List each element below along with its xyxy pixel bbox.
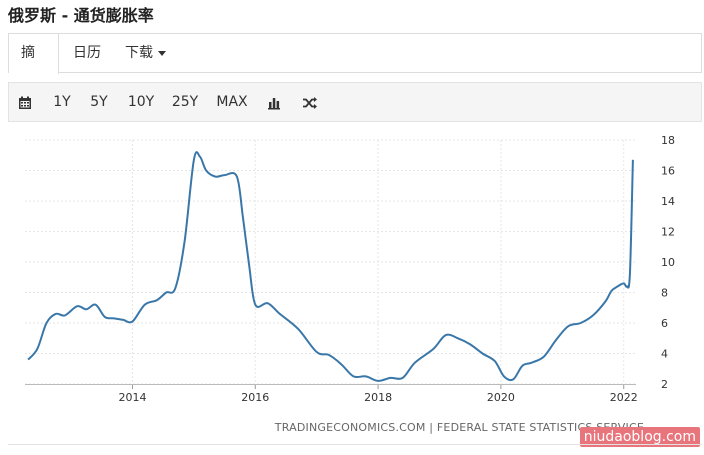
- x-tick-label: 2014: [118, 391, 146, 404]
- y-tick-label: 2: [661, 378, 668, 391]
- y-tick-label: 8: [661, 287, 668, 300]
- x-tick-label: 2020: [487, 391, 515, 404]
- range-10y-button[interactable]: 10Y: [127, 94, 155, 110]
- watermark: niudaoblog.com: [579, 427, 700, 447]
- range-1y-button[interactable]: 1Y: [53, 94, 71, 110]
- axis-layer: 2 4 6 8 10 12 14 16 18 2014 2016 2018 2020 2022: [25, 134, 675, 404]
- bottom-divider: [8, 444, 702, 445]
- y-tick-label: 10: [661, 256, 675, 269]
- chart-source: TRADINGECONOMICS.COM | FEDERAL STATE STA…: [274, 421, 644, 434]
- y-tick-label: 4: [661, 348, 668, 361]
- inflation-chart: 2 4 6 8 10 12 14 16 18 2014 2016 2018 2020 2022: [8, 122, 702, 444]
- y-tick-label: 18: [661, 134, 675, 147]
- shuffle-icon[interactable]: [302, 95, 318, 114]
- x-tick-label: 2016: [241, 391, 269, 404]
- y-tick-label: 6: [661, 317, 668, 330]
- range-25y-button[interactable]: 25Y: [171, 94, 199, 110]
- bar-chart-icon[interactable]: [267, 95, 281, 114]
- page-title: 俄罗斯 - 通货膨胀率: [8, 6, 154, 25]
- calendar-icon[interactable]: [18, 95, 32, 114]
- tab-summary[interactable]: 摘要: [9, 34, 59, 99]
- chart-toolbar: 1Y 5Y 10Y 25Y MAX: [8, 82, 702, 122]
- x-tick-label: 2018: [364, 391, 392, 404]
- tab-calendar[interactable]: 日历: [61, 34, 113, 73]
- y-tick-label: 16: [661, 165, 675, 178]
- tab-download[interactable]: 下载: [113, 34, 178, 73]
- tab-download-label: 下载: [125, 45, 153, 61]
- y-tick-label: 12: [661, 226, 675, 239]
- chevron-down-icon: [158, 50, 166, 56]
- tab-calendar-label: 日历: [73, 45, 101, 61]
- chart-svg: 2 4 6 8 10 12 14 16 18 2014 2016 2018 2020 2022: [25, 134, 675, 404]
- series-layer: [27, 151, 634, 382]
- tabs-bar: 摘要 日历 下载: [8, 33, 702, 99]
- x-tick-label: 2022: [610, 391, 638, 404]
- series-line: [27, 151, 634, 382]
- y-tick-label: 14: [661, 195, 675, 208]
- range-max-button[interactable]: MAX: [216, 94, 248, 110]
- range-5y-button[interactable]: 5Y: [90, 94, 108, 110]
- grid-layer: [25, 139, 636, 385]
